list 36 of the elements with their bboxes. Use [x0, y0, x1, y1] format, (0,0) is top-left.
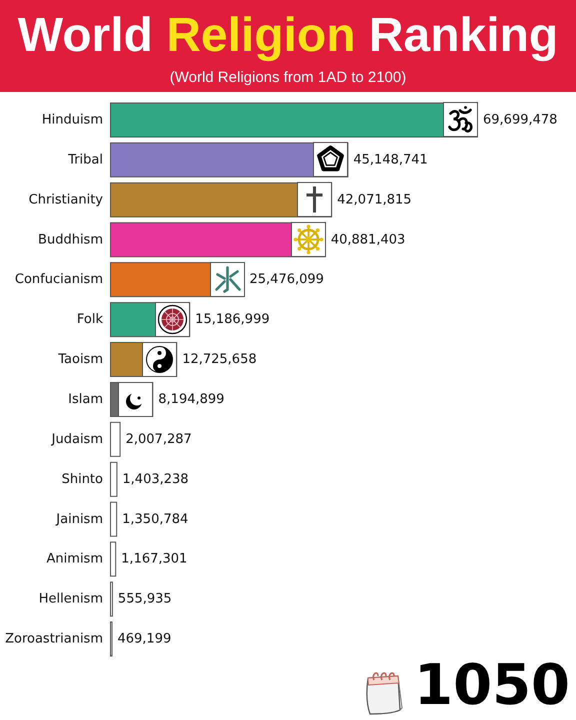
y-tick-label: Hellenism — [38, 592, 103, 607]
y-tick-label: Buddhism — [38, 232, 103, 248]
data-label: 2,007,287 — [126, 432, 192, 447]
y-tick-label: Jainism — [55, 512, 103, 527]
y-tick-label: Folk — [76, 312, 104, 328]
y-tick-label: Christianity — [28, 192, 104, 208]
y-tick-label: Taoism — [57, 352, 103, 368]
data-label: 42,071,815 — [337, 192, 412, 208]
bar — [110, 462, 118, 497]
data-label: 1,167,301 — [121, 552, 188, 567]
y-tick-label: Judaism — [50, 432, 103, 447]
data-label: 45,148,741 — [353, 152, 428, 168]
data-label: 1,403,238 — [122, 472, 189, 487]
y-tick-label: Tribal — [67, 152, 103, 168]
chart-subtitle: (World Religions from 1AD to 2100) — [168, 69, 408, 87]
data-label: 555,935 — [118, 592, 172, 607]
y-tick-label: Zoroastrianism — [5, 632, 103, 647]
data-label: 1,350,784 — [122, 512, 188, 527]
data-label: 12,725,658 — [182, 352, 257, 368]
bar — [110, 542, 116, 577]
data-label: 15,186,999 — [195, 312, 270, 328]
data-label: 25,476,099 — [250, 272, 324, 288]
data-label: 8,194,899 — [158, 392, 224, 407]
y-tick-label: Hinduism — [42, 112, 103, 128]
bar — [110, 422, 121, 457]
y-tick-label: Confucianism — [14, 272, 103, 288]
y-tick-label: Shinto — [62, 472, 104, 487]
annotation: 1050 — [414, 653, 570, 718]
bar — [110, 102, 478, 138]
data-label: 69,699,478 — [483, 112, 558, 128]
y-tick-label: Animism — [46, 552, 103, 567]
chart-title: World Religion Ranking — [18, 9, 558, 62]
bar — [110, 502, 118, 537]
data-label: 469,199 — [117, 632, 172, 647]
y-tick-label: Islam — [68, 392, 103, 407]
data-label: 40,881,403 — [330, 232, 406, 248]
